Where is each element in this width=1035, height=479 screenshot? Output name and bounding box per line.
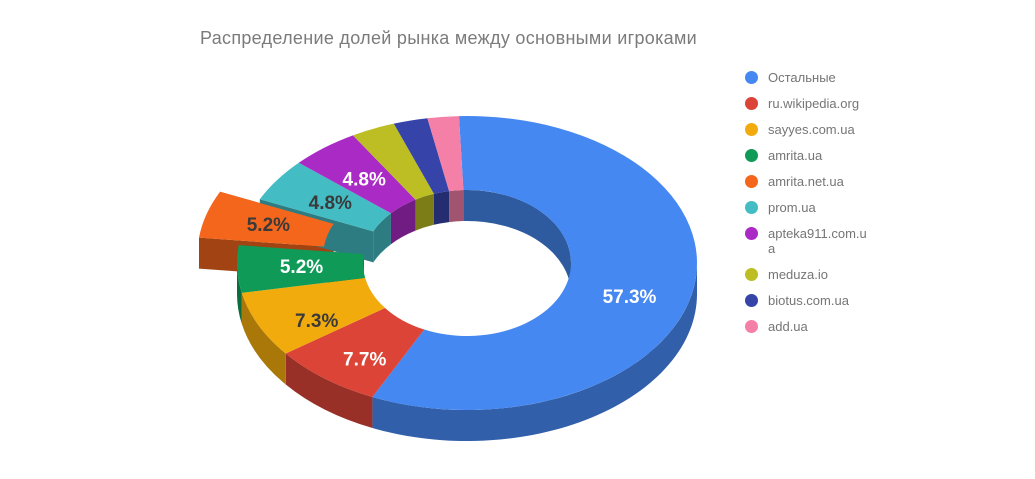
pie-slice-sayyes.com.ua[interactable] <box>241 277 386 354</box>
inner-wall <box>433 191 450 225</box>
legend-label: prom.ua <box>768 200 816 215</box>
legend-label: amrita.ua <box>768 148 823 163</box>
legend-item-biotus.com.ua: biotus.com.ua <box>745 293 935 308</box>
outer-wall <box>285 353 373 428</box>
slice-label-prom.ua: 4.8% <box>309 193 352 214</box>
inner-wall <box>449 190 464 223</box>
inner-wall <box>390 199 416 245</box>
pie-slice-amrita.ua[interactable] <box>236 245 366 293</box>
outer-wall <box>241 292 286 385</box>
pie-slice-amrita.net.ua[interactable] <box>198 191 334 247</box>
chart-title: Распределение долей рынка между основным… <box>200 28 698 48</box>
legend-swatch-icon <box>745 320 758 333</box>
inner-wall <box>415 193 434 231</box>
slice-label-amrita.ua: 5.2% <box>280 257 323 278</box>
legend-label: amrita.net.ua <box>768 174 844 189</box>
slice-label-Остальные: 57.3% <box>603 287 657 308</box>
slice-label-sayyes.com.ua: 7.3% <box>295 311 338 332</box>
legend-item-sayyes.com.ua: sayyes.com.ua <box>745 122 935 137</box>
inner-wall <box>373 213 391 263</box>
inner-wall <box>463 189 571 294</box>
slice-label-amrita.net.ua: 5.2% <box>247 215 290 236</box>
slice-label-apteka911.com.ua: 4.8% <box>343 170 386 191</box>
legend-swatch-icon <box>745 227 758 240</box>
legend-item-amrita.ua: amrita.ua <box>745 148 935 163</box>
pie-slice-biotus.com.ua[interactable] <box>393 118 450 194</box>
legend-item-meduza.io: meduza.io <box>745 267 935 282</box>
outer-wall <box>372 263 697 442</box>
legend: Остальные ru.wikipedia.org sayyes.com.ua am… <box>745 70 935 345</box>
outer-wall <box>237 263 242 324</box>
slice-label-ru.wikipedia.org: 7.7% <box>343 350 386 371</box>
legend-swatch-icon <box>745 268 758 281</box>
legend-item-amrita.net.ua: amrita.net.ua <box>745 174 935 189</box>
legend-label: meduza.io <box>768 267 828 282</box>
legend-label: apteka911.com.ua <box>768 226 867 256</box>
slice-tops <box>198 116 697 411</box>
legend-item-Остальные: Остальные <box>745 70 935 85</box>
legend-label: add.ua <box>768 319 808 334</box>
legend-item-prom.ua: prom.ua <box>745 200 935 215</box>
legend-swatch-icon <box>745 149 758 162</box>
legend-swatch-icon <box>745 71 758 84</box>
legend-swatch-icon <box>745 123 758 136</box>
legend-label: Остальные <box>768 70 836 85</box>
slice-labels: 57.3% 7.7%7.3% 5.2% 5.2% 4.8%4.8% <box>247 170 657 371</box>
legend-item-apteka911.com.ua: apteka911.com.ua <box>745 226 935 256</box>
pie-slice-add.ua[interactable] <box>427 116 464 192</box>
pie-slice-Остальные[interactable] <box>372 116 697 411</box>
pie-slice-ru.wikipedia.org[interactable] <box>285 307 425 397</box>
legend-swatch-icon <box>745 201 758 214</box>
legend-item-add.ua: add.ua <box>745 319 935 334</box>
pie-slice-prom.ua[interactable] <box>259 162 391 232</box>
legend-swatch-icon <box>745 294 758 307</box>
legend-swatch-icon <box>745 175 758 188</box>
legend-label: biotus.com.ua <box>768 293 849 308</box>
pie-slice-meduza.io[interactable] <box>352 123 434 200</box>
outer-walls <box>237 263 697 442</box>
legend-swatch-icon <box>745 97 758 110</box>
legend-label: ru.wikipedia.org <box>768 96 860 111</box>
legend-label: sayyes.com.ua <box>768 122 855 137</box>
legend-item-ru.wikipedia.org: ru.wikipedia.org <box>745 96 935 111</box>
pie-slice-apteka911.com.ua[interactable] <box>298 135 416 214</box>
